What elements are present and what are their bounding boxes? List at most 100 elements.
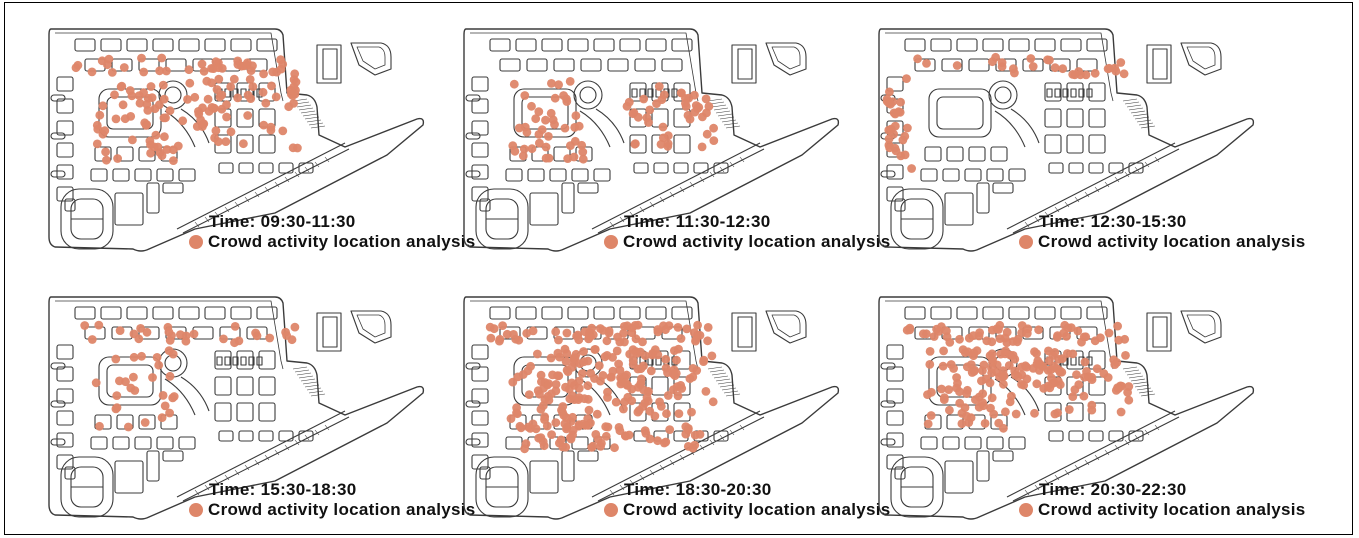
sports-track: [60, 188, 114, 250]
map-panel: Time: 20:30-22:30 Crowd activity locatio…: [875, 291, 1305, 531]
building: [976, 450, 990, 482]
activity-point: [510, 146, 520, 156]
activity-point: [987, 393, 997, 403]
building: [886, 432, 904, 448]
activity-point: [602, 336, 612, 346]
activity-point: [512, 408, 521, 418]
campus-map: [48, 296, 425, 520]
building: [942, 168, 960, 182]
activity-point: [918, 329, 928, 339]
road-hatch: [659, 196, 665, 203]
activity-point: [286, 85, 296, 95]
building: [645, 306, 667, 320]
activity-point: [546, 353, 556, 363]
building: [924, 146, 942, 162]
road-hatch: [679, 186, 685, 193]
building: [1044, 108, 1062, 128]
road-hatch: [1094, 186, 1100, 193]
activity-point: [971, 395, 980, 405]
activity-point: [571, 349, 581, 359]
activity-point: [546, 108, 556, 118]
activity-point: [639, 94, 649, 104]
activity-point: [189, 329, 199, 339]
legend: Crowd activity location analysis: [189, 232, 476, 252]
activity-point: [534, 107, 544, 116]
activity-point: [111, 114, 121, 124]
activity-point: [1053, 331, 1062, 341]
plaza-inner-circle: [579, 86, 597, 104]
activity-point: [486, 333, 496, 343]
campus-map: [463, 296, 840, 520]
building: [471, 142, 489, 158]
activity-point: [531, 424, 541, 434]
activity-point: [1104, 328, 1114, 338]
activity-point: [502, 329, 512, 339]
activity-point: [554, 80, 563, 90]
activity-point: [101, 147, 110, 157]
building: [165, 58, 187, 72]
activity-point: [988, 57, 997, 67]
activity-point: [939, 346, 948, 356]
small-structure: [240, 356, 247, 366]
building: [178, 436, 196, 450]
activity-point: [964, 333, 974, 343]
building: [471, 432, 489, 448]
building: [471, 344, 489, 360]
activity-point: [701, 387, 711, 396]
building: [114, 460, 144, 494]
road-hatch: [729, 429, 735, 436]
tower: [731, 312, 757, 352]
road-hatch: [1144, 161, 1150, 168]
activity-point: [944, 385, 954, 394]
legend-dot-icon: [1019, 235, 1033, 249]
activity-point: [141, 121, 151, 130]
activity-point: [154, 100, 164, 110]
activity-point: [560, 123, 570, 133]
activity-point: [1113, 383, 1122, 392]
figure-frame: Time: 09:30-11:30 Crowd activity locatio…: [4, 2, 1353, 535]
building: [90, 436, 108, 450]
activity-point: [662, 409, 671, 419]
road-hatch: [1024, 489, 1030, 496]
arch-inner: [356, 46, 386, 70]
activity-point: [98, 101, 108, 111]
activity-point: [94, 320, 104, 330]
activity-point: [1124, 382, 1134, 391]
activity-point: [687, 407, 696, 417]
building: [1088, 430, 1104, 442]
activity-point: [672, 355, 681, 365]
activity-point: [290, 322, 300, 332]
activity-point: [157, 53, 167, 63]
road-hatch: [729, 161, 735, 168]
tower: [731, 44, 757, 84]
activity-point: [226, 82, 236, 92]
building: [541, 306, 563, 320]
road-hatch: [224, 206, 230, 213]
activity-point: [661, 354, 671, 364]
activity-point: [952, 373, 961, 382]
activity-point: [266, 125, 276, 135]
building: [634, 58, 656, 72]
activity-point: [601, 431, 611, 441]
building: [561, 450, 575, 482]
road-hatch: [1114, 444, 1120, 451]
activity-point: [516, 423, 526, 433]
activity-point: [555, 352, 564, 362]
activity-point: [1087, 405, 1097, 415]
activity-point: [199, 119, 209, 129]
activity-point: [1030, 408, 1039, 418]
road-hatch: [1084, 191, 1090, 198]
legend: Crowd activity location analysis: [1019, 500, 1306, 520]
activity-point: [622, 370, 631, 380]
building: [553, 58, 575, 72]
activity-point: [987, 337, 997, 347]
tower: [1146, 44, 1172, 84]
activity-point: [547, 430, 556, 439]
small-structure: [1086, 88, 1093, 98]
activity-point: [214, 74, 224, 84]
activity-point: [288, 143, 298, 153]
bench: [50, 94, 66, 102]
activity-point: [126, 383, 136, 393]
activity-point: [570, 395, 579, 404]
activity-point: [134, 334, 144, 344]
